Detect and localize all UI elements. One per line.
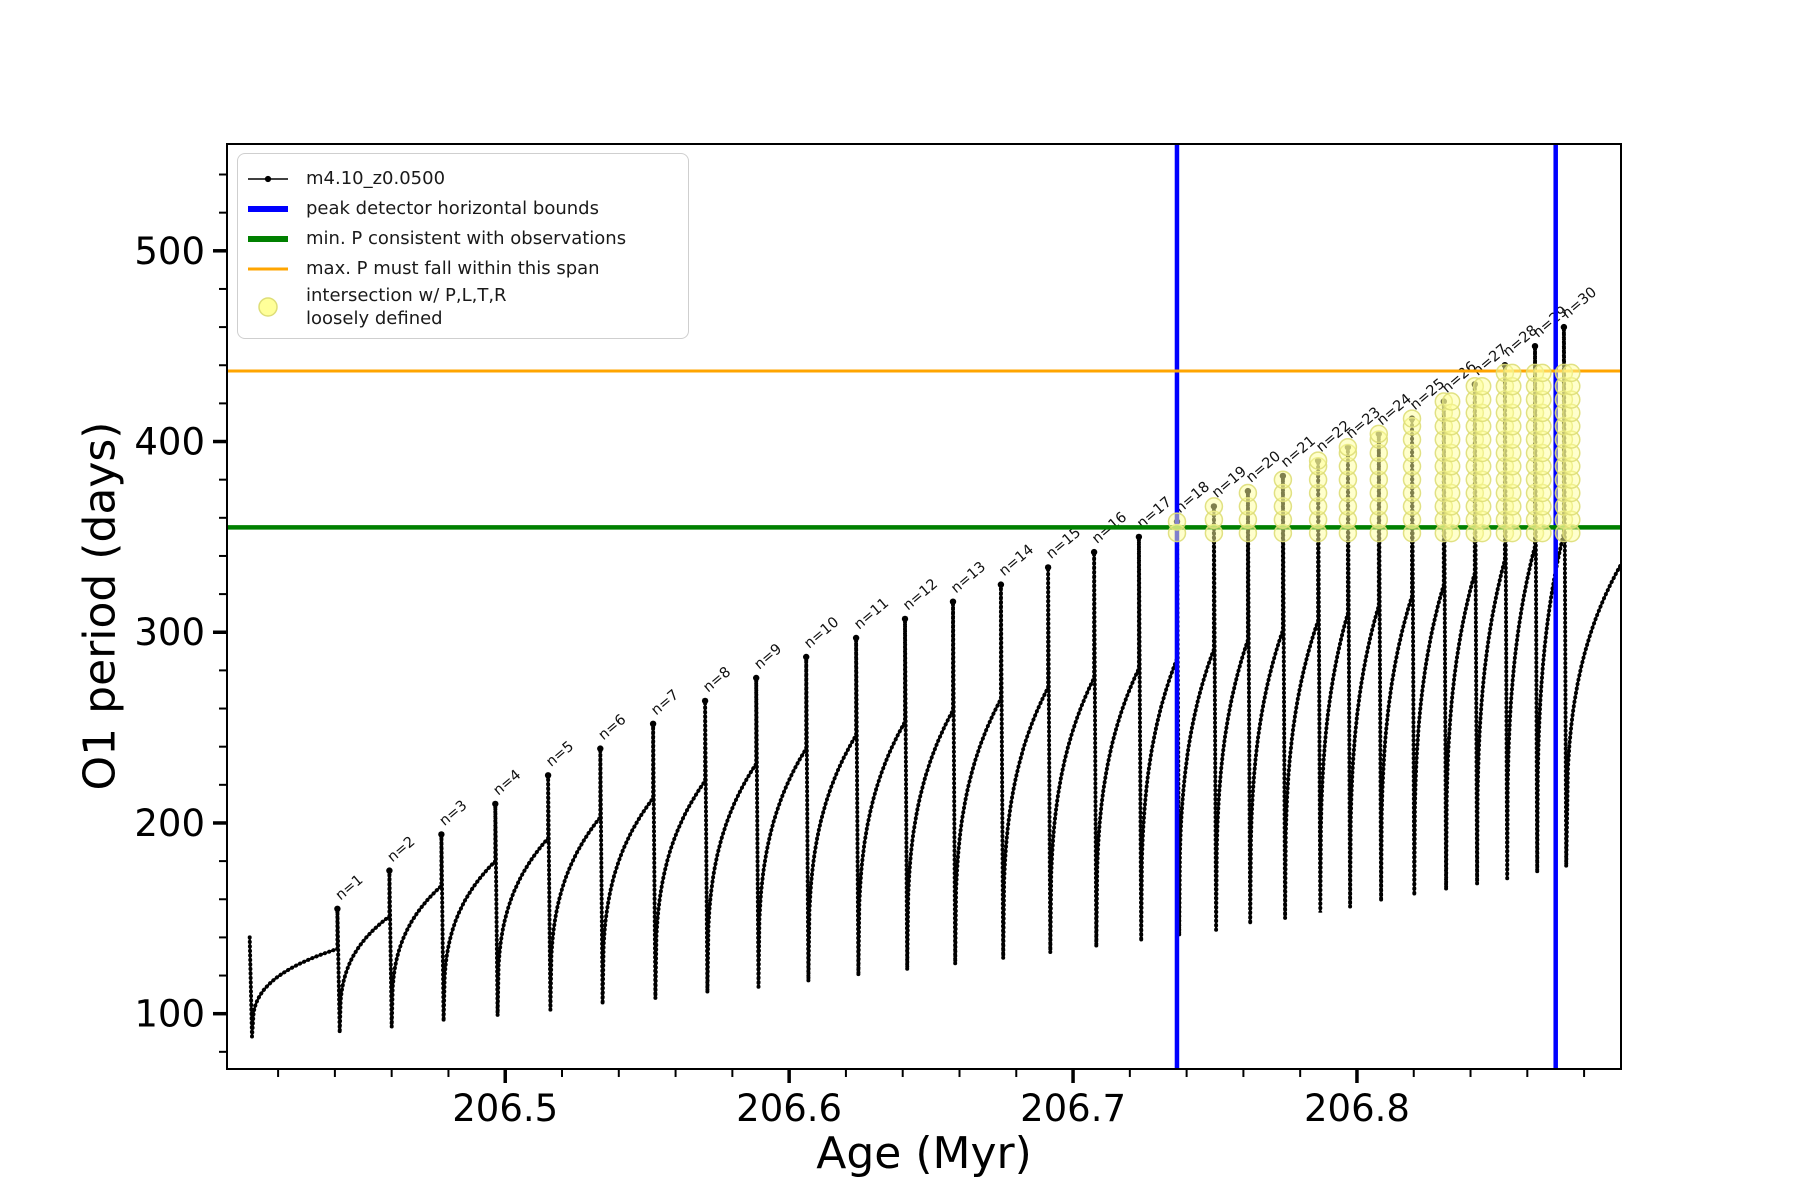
x-axis-title: Age (Myr) (816, 1128, 1032, 1179)
peak-tip-dot (649, 720, 657, 727)
peak-tip-dot (852, 634, 860, 642)
peak-tip-dot (1044, 564, 1052, 571)
x-tick-label: 206.6 (736, 1087, 842, 1130)
legend-item-intersection: intersection w/ P,L,T,R loosely defined (246, 284, 676, 330)
blue-line-icon (248, 205, 288, 212)
orange-line-icon (248, 267, 288, 270)
legend-item-label: min. P consistent with observations (306, 227, 627, 249)
peak-tip-dot (1560, 323, 1568, 331)
legend-item-peak-bounds: peak detector horizontal bounds (246, 194, 676, 223)
intersection-point (1503, 363, 1522, 383)
intersection-point (1204, 497, 1224, 516)
peak-tip-dot (597, 745, 604, 752)
y-tick-label: 500 (134, 230, 205, 273)
intersection-point (1533, 363, 1552, 383)
peak-tip-dot (753, 674, 760, 682)
intersection-point (1238, 483, 1258, 503)
x-tick-label: 206.5 (452, 1087, 558, 1130)
legend-item-label: peak detector horizontal bounds (306, 197, 599, 219)
y-tick-label: 300 (134, 611, 205, 654)
peak-tip-dot (1531, 343, 1539, 350)
legend-item-label: m4.10_z0.0500 (306, 167, 446, 189)
peak-tip-dot (438, 831, 445, 838)
peak-tip-dot (901, 615, 909, 623)
legend-item-label: intersection w/ P,L,T,R loosely defined (306, 285, 507, 330)
intersection-point (1338, 437, 1358, 457)
peak-tip-dot (1135, 533, 1143, 541)
peak-tip-dot (701, 697, 709, 705)
legend: m4.10_z0.0500 peak detector horizontal b… (237, 153, 689, 340)
intersection-point (1167, 512, 1187, 531)
intersection-point (1308, 451, 1328, 470)
series-line-dot-icon (248, 175, 288, 182)
yellow-circle-icon (258, 297, 278, 317)
peak-tip-dot (949, 598, 957, 605)
peak-tip-dot (803, 653, 810, 661)
y-tick-label: 200 (134, 802, 205, 845)
x-tick-label: 206.8 (1304, 1087, 1410, 1130)
y-tick-label: 100 (134, 993, 205, 1036)
axis-ticks: 206.5 206.6 206.7 206.8 100 200 300 400 500 (134, 173, 1586, 1130)
intersection-point (1369, 424, 1389, 444)
axes-spines (226, 143, 1622, 1070)
legend-item-max-p: max. P must fall within this span (246, 254, 676, 283)
peak-tip-dot (997, 581, 1005, 588)
peak-tip-dot (386, 867, 393, 874)
intersection-point (1273, 470, 1293, 489)
intersection-point (1562, 363, 1581, 383)
y-tick-label: 400 (134, 421, 205, 464)
legend-item-min-p: min. P consistent with observations (246, 224, 676, 253)
intersection-point (1402, 409, 1422, 428)
legend-item-series: m4.10_z0.0500 (246, 164, 676, 193)
peak-tip-dot (492, 800, 499, 808)
series-markers (247, 327, 1621, 1037)
peak-tip-dot (334, 905, 341, 912)
intersection-markers (1167, 363, 1581, 543)
intersection-point (1441, 392, 1461, 411)
green-line-icon (248, 235, 288, 242)
y-axis-title: O1 period (days) (74, 421, 126, 791)
intersection-point (1472, 376, 1492, 396)
peak-tip-dot (1090, 548, 1098, 556)
peak-tip-dot (544, 772, 552, 779)
legend-item-label: max. P must fall within this span (306, 257, 600, 279)
x-tick-label: 206.7 (1020, 1087, 1126, 1130)
